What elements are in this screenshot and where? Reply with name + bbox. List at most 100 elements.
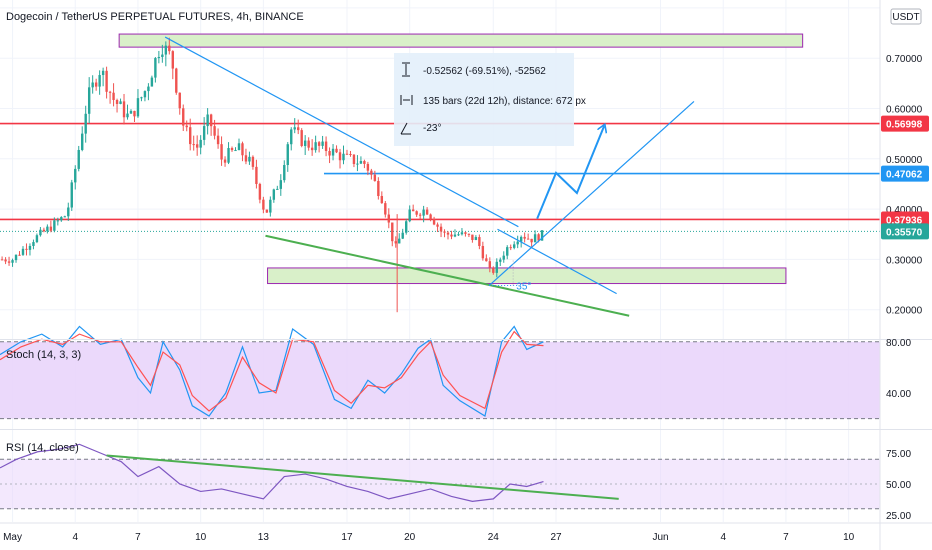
candle-body: [303, 140, 307, 146]
trendline[interactable]: [497, 228, 617, 295]
measure-price-change: -0.52562 (-69.51%), -52562: [423, 66, 546, 77]
rsi-pane-title: RSI (14, close): [6, 442, 79, 454]
measure-bars-range: 135 bars (22d 12h), distance: 672 px: [423, 96, 586, 107]
candle-body: [251, 156, 255, 167]
candle-body: [499, 259, 502, 262]
candle-body: [359, 161, 363, 164]
candle-body: [14, 254, 18, 261]
candle-body: [101, 70, 105, 76]
trendlines[interactable]: 35°: [164, 36, 695, 317]
price-tick-label: 0.30000: [886, 255, 923, 266]
candle-body: [39, 229, 42, 236]
candle-body: [105, 70, 108, 92]
price-tag[interactable]: [881, 115, 929, 132]
price-axis[interactable]: 0.20000 0.30000 0.40000 0.50000 0.60000 0.700…: [881, 54, 929, 522]
trendline[interactable]: [164, 36, 519, 228]
candle-body: [147, 86, 150, 92]
candle-body: [49, 226, 53, 231]
candle-body: [328, 150, 331, 156]
currency-badge[interactable]: USDT: [890, 8, 922, 25]
top-resistance-zone[interactable]: [118, 33, 804, 48]
trendline[interactable]: [265, 234, 630, 317]
candle-body: [161, 54, 164, 57]
price-tag[interactable]: [881, 223, 929, 240]
candle-body: [457, 234, 460, 236]
candle-body: [474, 237, 478, 240]
chart-title: Dogecoin / TetherUS PERPETUAL FUTURES, 4…: [6, 11, 304, 23]
candle-body: [11, 260, 14, 263]
candle-body: [519, 236, 523, 242]
candle-body: [439, 226, 443, 232]
price-tick-label: 0.70000: [886, 54, 923, 65]
candle-body: [422, 209, 425, 216]
time-tick-label: 7: [783, 532, 789, 543]
time-tick-label: 10: [195, 532, 207, 543]
candle-body: [67, 207, 70, 217]
candle-body: [84, 113, 87, 134]
price-tick-label: 0.20000: [886, 306, 923, 317]
price-candles: [0, 37, 544, 313]
candle-body: [314, 142, 317, 151]
candle-body: [272, 189, 276, 200]
rsi-tick-label: 75.00: [886, 449, 911, 460]
candle-body: [279, 180, 282, 189]
candle-body: [199, 139, 202, 148]
measure-tooltip: -0.52562 (-69.51%), -52562 135 bars (22d…: [394, 53, 586, 146]
candle-body: [349, 153, 352, 155]
candle-body: [234, 150, 237, 152]
candle-body: [293, 127, 296, 130]
candle-body: [255, 166, 258, 184]
candle-body: [352, 154, 356, 165]
candle-body: [384, 203, 387, 215]
price-tag-label: 0.56998: [886, 120, 923, 131]
stoch-d-line: [0, 330, 544, 412]
candle-body: [182, 108, 185, 126]
price-tag[interactable]: [881, 165, 929, 182]
stoch-k-line: [0, 325, 544, 417]
candle-body: [77, 149, 80, 169]
candle-body: [286, 144, 289, 166]
candle-body: [533, 234, 537, 243]
candle-body: [415, 211, 418, 215]
candle-body: [356, 163, 359, 165]
candle-body: [126, 113, 129, 118]
candle-body: [209, 114, 213, 127]
candle-body: [206, 114, 209, 127]
candle-body: [502, 255, 505, 260]
candle-body: [175, 68, 178, 93]
candle-body: [53, 220, 56, 231]
rsi-trendline[interactable]: [106, 454, 619, 500]
angle-label: 35°: [516, 282, 531, 293]
candle-body: [523, 236, 526, 239]
candle-body: [488, 261, 492, 268]
rsi-line: [0, 443, 544, 502]
price-tick-label: 0.50000: [886, 155, 923, 166]
candle-body: [244, 155, 248, 162]
projection-arrow[interactable]: [536, 126, 604, 220]
candle-body: [492, 267, 495, 273]
candle-body: [157, 56, 161, 59]
candle-body: [35, 235, 39, 243]
candle-body: [87, 87, 91, 114]
candle-body: [408, 209, 411, 222]
candle-body: [537, 234, 540, 241]
candle-body: [394, 241, 397, 244]
time-tick-label: 10: [843, 532, 855, 543]
candle-body: [32, 242, 35, 246]
candle-body: [467, 233, 471, 235]
candle-body: [143, 91, 147, 98]
time-axis[interactable]: May 4 7 10 13 17 20 24 27 Jun 4 7 10: [3, 532, 855, 543]
candle-body: [122, 101, 126, 118]
candle-body: [112, 92, 115, 100]
trendline[interactable]: [488, 101, 695, 287]
candle-body: [283, 165, 286, 181]
candle-body: [526, 238, 530, 240]
candle-body: [405, 221, 408, 233]
candle-body: [307, 140, 310, 148]
candle-body: [150, 77, 154, 87]
candle-body: [380, 196, 384, 204]
price-tag-label: 0.47062: [886, 170, 923, 181]
candle-body: [370, 170, 373, 175]
